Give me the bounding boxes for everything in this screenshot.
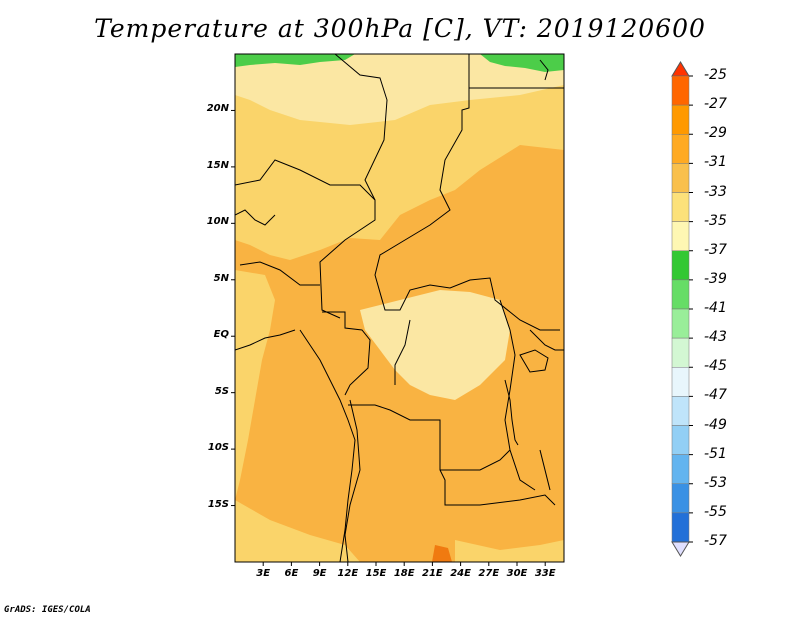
map-title: Temperature at 300hPa [C], VT: 201912060… (94, 14, 706, 43)
lon-tick-label: 12E (337, 568, 359, 579)
lon-tick-label: 3E (256, 568, 271, 579)
colorbar-label: -47 (704, 387, 727, 404)
mid-region-west (235, 270, 275, 500)
lat-tick-label: 10S (207, 442, 229, 454)
colorbar-arrow-top (671, 61, 690, 77)
coast-line (299, 329, 356, 562)
colorbar-swatch (671, 425, 690, 455)
colorbar-label: -41 (704, 300, 727, 316)
border-line (499, 299, 536, 491)
lat-tick-label: 5N (213, 272, 229, 284)
colorbar-swatch (671, 279, 690, 310)
colorbar-swatch (671, 192, 690, 222)
colorbar-label: -27 (704, 96, 727, 113)
lon-tick-label: 15E (365, 568, 387, 579)
lon-tick-label: 6E (284, 568, 299, 579)
borders (235, 54, 564, 562)
lon-tick-label: 21E (422, 568, 443, 579)
colorbar-swatch (671, 221, 690, 251)
border-line (440, 449, 511, 471)
colorbar (671, 61, 693, 557)
lat-tick-label: EQ (213, 329, 229, 341)
border-line (235, 209, 276, 226)
border-line (235, 159, 376, 201)
colorbar-label: -51 (704, 445, 727, 462)
colorbar-arrow-bottom (671, 541, 690, 557)
colorbar-label: -29 (704, 125, 727, 142)
credit-text: GrADS: IGES/COLA (4, 605, 91, 615)
mid-region-south (235, 500, 360, 562)
colorbar-swatch (671, 75, 690, 106)
pale-region-congo (360, 290, 510, 400)
green-region-nw (235, 54, 355, 67)
lat-tick-label: 5S (214, 385, 229, 397)
axis-ticks (231, 109, 546, 566)
border-line (344, 399, 361, 562)
lat-tick-label: 15S (207, 498, 229, 510)
border-line (394, 319, 411, 385)
colorbar-label: -53 (704, 474, 727, 491)
pale-region-north (235, 54, 564, 125)
border-line (539, 59, 549, 81)
colorbar-label: -33 (704, 183, 727, 200)
temperature-field (235, 54, 564, 562)
lat-tick-label: 15N (206, 159, 229, 171)
colorbar-label: -39 (704, 270, 727, 287)
colorbar-label: -35 (704, 212, 727, 229)
border-line (348, 404, 556, 506)
colorbar-label: -37 (704, 241, 727, 258)
colorbar-swatch (671, 483, 690, 514)
border-line (235, 329, 296, 351)
colorbar-swatch (671, 308, 690, 339)
lon-tick-label: 18E (393, 568, 415, 579)
mid-region-lower (455, 540, 564, 562)
colorbar-swatch (671, 104, 690, 135)
green-region-ne (480, 54, 564, 72)
border-line (374, 54, 560, 331)
colorbar-swatch (671, 163, 690, 193)
lon-tick-label: 9E (312, 568, 327, 579)
lon-tick-label: 33E (534, 568, 556, 579)
lake-malawi (539, 449, 551, 491)
border-line (322, 311, 371, 396)
colorbar-swatch (671, 512, 690, 543)
colorbar-swatch (671, 454, 690, 484)
lake-victoria (519, 349, 549, 373)
colorbar-label: -31 (704, 154, 727, 171)
colorbar-swatch (671, 250, 690, 281)
colorbar-swatch (671, 337, 690, 368)
border-line (239, 261, 320, 286)
border-line (529, 329, 564, 351)
lon-tick-label: 30E (506, 568, 528, 579)
colorbar-swatch (671, 134, 690, 164)
colorbar-label: -55 (704, 503, 727, 520)
lake-tanganyika (504, 379, 519, 446)
colorbar-label: -49 (704, 416, 727, 433)
map-frame (234, 53, 565, 563)
colorbar-label: -57 (704, 533, 727, 549)
colorbar-label: -43 (704, 329, 727, 346)
border-line (319, 54, 388, 319)
lat-tick-label: 10N (206, 216, 229, 228)
colorbar-label: -45 (704, 358, 727, 375)
lon-tick-label: 24E (450, 568, 471, 579)
warm-spot (432, 545, 452, 562)
colorbar-swatch (671, 396, 690, 426)
lon-tick-label: 27E (478, 568, 500, 579)
colorbar-swatch (671, 367, 690, 397)
colorbar-label: -25 (704, 67, 727, 83)
lat-tick-label: 20N (206, 103, 229, 115)
